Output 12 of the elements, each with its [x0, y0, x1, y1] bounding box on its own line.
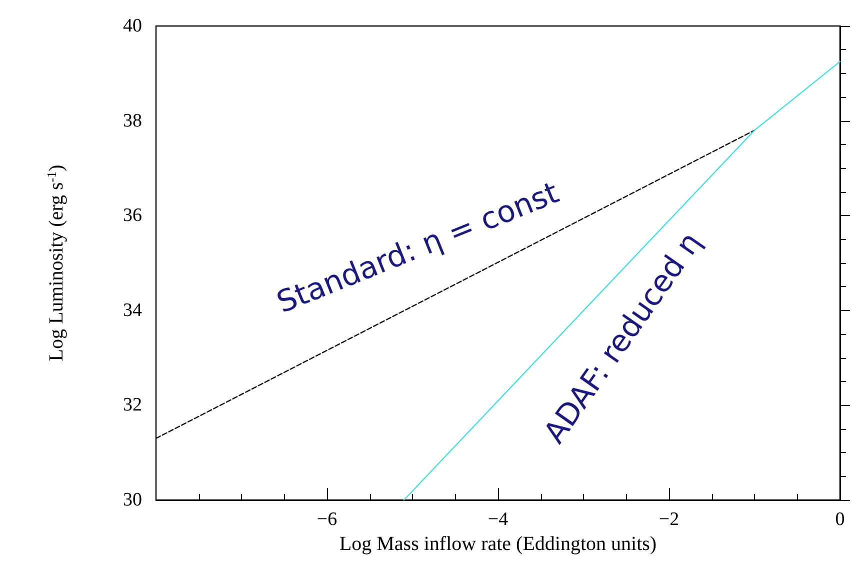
x-axis-title: Log Mass inflow rate (Eddington units): [339, 533, 657, 555]
y-tick-label: 30: [123, 490, 142, 510]
x-tick-label: −6: [316, 509, 338, 530]
y-tick-label: 38: [123, 110, 142, 132]
x-tick-label: −2: [658, 509, 680, 530]
y-axis-title: Log Luminosity (erg s-1): [44, 164, 68, 362]
x-tick-label: −4: [488, 509, 509, 530]
y-tick-label: 32: [123, 394, 142, 416]
y-tick-label: 36: [123, 205, 142, 226]
x-tick-label: 0: [835, 509, 845, 530]
y-tick-label: 40: [123, 16, 142, 36]
y-tick-label: 34: [123, 300, 142, 321]
